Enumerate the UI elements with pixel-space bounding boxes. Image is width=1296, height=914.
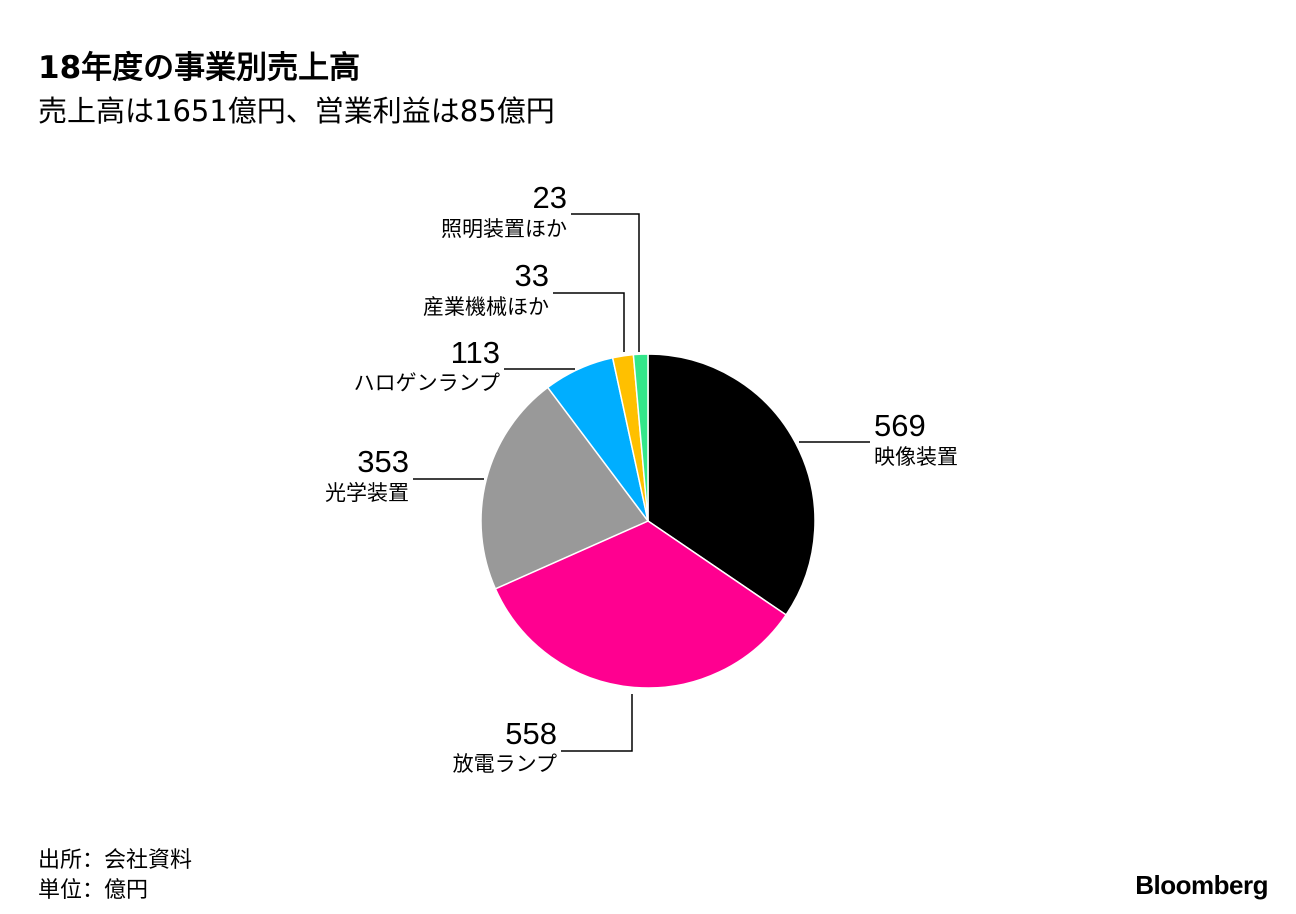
chart-subtitle: 売上高は1651億円、営業利益は85億円 [38,94,555,128]
slice-value-label-1: 569 [874,408,926,443]
leader-line-6 [571,213,640,352]
pie-slice-6 [632,353,649,522]
leader-line-2 [561,694,633,752]
source-note: 出所：会社資料 [38,848,193,873]
slice-category-label-1: 映像装置 [874,445,958,469]
slice-category-label-3: 光学装置 [325,481,409,505]
chart-title: 18年度の事業別売上高 [38,50,361,86]
leader-line-5 [553,292,625,352]
bloomberg-logo: Bloomberg [1135,870,1268,900]
slice-value-label-4: 113 [451,335,500,370]
pie-slices [480,353,816,689]
pie-slice-2 [494,520,788,689]
slice-value-label-5: 33 [515,258,549,293]
slice-category-label-4: ハロゲンランプ [354,371,500,395]
slice-category-label-2: 放電ランプ [453,752,557,776]
slice-category-label-5: 産業機械ほか [423,295,549,319]
slice-value-label-3: 353 [357,444,409,479]
leader-lines [413,213,870,752]
slice-value-label-6: 23 [533,180,567,215]
unit-note: 単位：億円 [38,878,149,903]
slice-value-label-2: 558 [505,716,557,751]
pie-slice-1 [647,353,816,616]
pie-slice-3 [480,386,650,590]
slice-category-label-6: 照明装置ほか [441,217,567,241]
